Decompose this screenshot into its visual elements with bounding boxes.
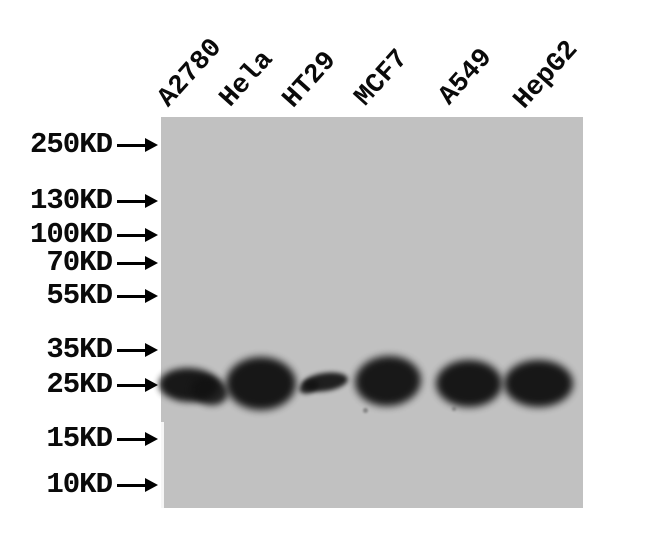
molecular-weight-marker-row: 25KD bbox=[0, 370, 160, 400]
molecular-weight-label: 100KD bbox=[29, 218, 113, 251]
right-arrow-icon bbox=[117, 138, 158, 152]
molecular-weight-marker-row: 35KD bbox=[0, 335, 160, 365]
arrow-shaft bbox=[117, 483, 148, 487]
molecular-weight-marker-row: 55KD bbox=[0, 281, 160, 311]
arrow-shaft bbox=[117, 261, 148, 265]
molecular-weight-label: 250KD bbox=[29, 128, 113, 161]
molecular-weight-marker-row: 130KD bbox=[0, 186, 160, 216]
arrow-shaft bbox=[117, 437, 148, 441]
right-arrow-icon bbox=[117, 432, 158, 446]
molecular-weight-label: 15KD bbox=[46, 422, 113, 455]
arrow-head bbox=[145, 478, 158, 492]
arrow-shaft bbox=[117, 383, 148, 387]
protein-band-a549 bbox=[436, 360, 502, 407]
molecular-weight-label: 10KD bbox=[46, 468, 113, 501]
molecular-weight-marker-row: 15KD bbox=[0, 424, 160, 454]
arrow-head bbox=[145, 343, 158, 357]
membrane-edge-notch bbox=[160, 422, 164, 508]
lane-label: MCF7 bbox=[349, 44, 416, 113]
right-arrow-icon bbox=[117, 289, 158, 303]
molecular-weight-label: 130KD bbox=[29, 184, 113, 217]
protein-band-hepg2 bbox=[504, 360, 573, 407]
blot-membrane bbox=[161, 117, 583, 508]
arrow-head bbox=[145, 228, 158, 242]
arrow-head bbox=[145, 432, 158, 446]
lane-label: HepG2 bbox=[508, 35, 585, 116]
right-arrow-icon bbox=[117, 378, 158, 392]
right-arrow-icon bbox=[117, 343, 158, 357]
molecular-weight-label: 55KD bbox=[46, 279, 113, 312]
arrow-shaft bbox=[117, 233, 148, 237]
protein-band-hela bbox=[226, 357, 296, 410]
right-arrow-icon bbox=[117, 194, 158, 208]
molecular-weight-marker-row: 100KD bbox=[0, 220, 160, 250]
arrow-head bbox=[145, 378, 158, 392]
arrow-head bbox=[145, 194, 158, 208]
membrane-speck bbox=[452, 407, 456, 411]
right-arrow-icon bbox=[117, 228, 158, 242]
molecular-weight-label: 70KD bbox=[46, 246, 113, 279]
molecular-weight-label: 35KD bbox=[46, 333, 113, 366]
arrow-shaft bbox=[117, 143, 148, 147]
molecular-weight-marker-row: 10KD bbox=[0, 470, 160, 500]
arrow-shaft bbox=[117, 199, 148, 203]
lane-label: A2780 bbox=[152, 33, 229, 114]
lane-label: HT29 bbox=[277, 46, 344, 115]
membrane-speck bbox=[363, 408, 368, 413]
arrow-shaft bbox=[117, 348, 148, 352]
right-arrow-icon bbox=[117, 478, 158, 492]
right-arrow-icon bbox=[117, 256, 158, 270]
lane-label: A549 bbox=[433, 43, 500, 112]
arrow-head bbox=[145, 138, 158, 152]
arrow-shaft bbox=[117, 294, 148, 298]
molecular-weight-marker-row: 250KD bbox=[0, 130, 160, 160]
arrow-head bbox=[145, 289, 158, 303]
arrow-head bbox=[145, 256, 158, 270]
molecular-weight-label: 25KD bbox=[46, 368, 113, 401]
molecular-weight-marker-row: 70KD bbox=[0, 248, 160, 278]
